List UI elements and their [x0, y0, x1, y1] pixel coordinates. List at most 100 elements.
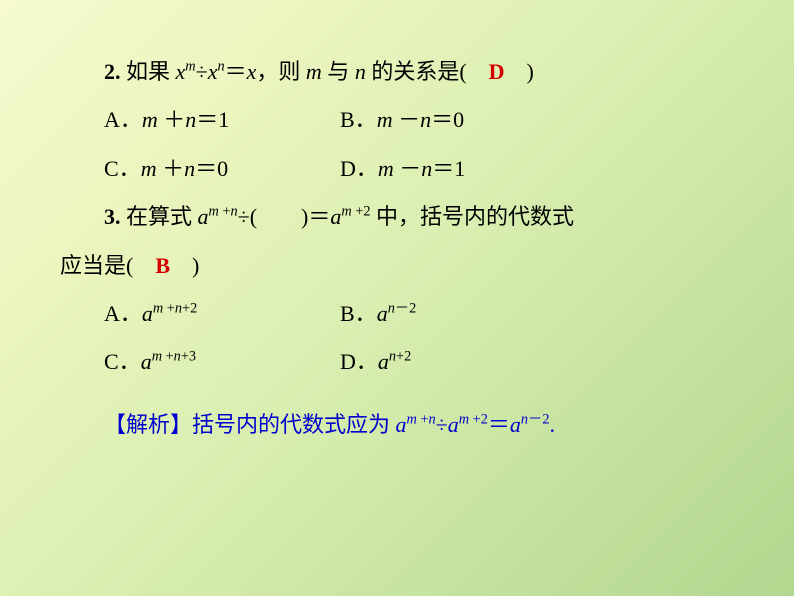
explain-prefix: 【解析】	[104, 412, 192, 437]
q2-option-c: C．m ＋n＝0	[60, 145, 340, 193]
q2-div: ÷	[196, 59, 208, 84]
ex-s1a: m	[407, 411, 417, 427]
q2-text-b: ，则	[256, 59, 306, 84]
q2-optA-eq: ＝1	[196, 107, 229, 132]
q3-text-a: 在算式	[126, 204, 198, 229]
q3-text-c: )	[170, 253, 199, 278]
q2-optC-m: m	[141, 156, 157, 181]
q3-option-b: B．an－2	[340, 290, 416, 338]
q2-optD-m: m	[378, 156, 394, 181]
q3-optA-sc: n	[175, 301, 182, 317]
q2-text-a: 如果	[126, 59, 176, 84]
q2-eq: ＝	[225, 59, 247, 84]
q2-answer: D	[489, 59, 505, 84]
q2-optB-op: －	[393, 107, 421, 132]
q2-option-b: B．m －n＝0	[340, 96, 464, 144]
q2-text-c: 与	[322, 59, 355, 84]
q3-optC-sd: +3	[181, 349, 196, 365]
ex-eq: ＝	[488, 412, 510, 437]
q2-text-d: 的关系是(	[366, 59, 489, 84]
q3-optA-sb: +	[163, 301, 175, 317]
q3-s1c: n	[230, 204, 237, 220]
q3-optB-base: a	[377, 301, 388, 326]
q3-options-row2: C．am +n+3 D．an+2	[60, 338, 734, 386]
q2-optC-eq: ＝0	[195, 156, 228, 181]
q2-optC-label: C．	[104, 156, 141, 181]
q3-div: ÷( )＝	[238, 204, 331, 229]
q3-option-a: A．am +n+2	[60, 290, 340, 338]
q3-answer: B	[155, 253, 170, 278]
explain-text-a: 括号内的代数式应为	[192, 412, 396, 437]
ex-s3b: －2	[528, 411, 549, 427]
q2-option-d: D．m －n＝1	[340, 145, 465, 193]
q3-optB-label: B．	[340, 301, 377, 326]
ex-s1c: n	[429, 411, 436, 427]
ex-a3: a	[510, 412, 521, 437]
q2-optA-op: ＋	[158, 107, 186, 132]
q3-optA-sa: m	[153, 301, 163, 317]
q3-s2b: +2	[352, 204, 371, 220]
q3-optD-sa: n	[389, 349, 396, 365]
ex-period: .	[549, 412, 555, 437]
q2-options-row2: C．m ＋n＝0 D．m －n＝1	[60, 145, 734, 193]
q3-s1b: +	[219, 204, 231, 220]
q3-option-c: C．am +n+3	[60, 338, 340, 386]
q3-optA-label: A．	[104, 301, 142, 326]
q3-optC-sa: m	[152, 349, 162, 365]
q2-n1: n	[217, 59, 224, 75]
q2-optA-m: m	[142, 107, 158, 132]
q2-optA-label: A．	[104, 107, 142, 132]
q2-optC-n: n	[184, 156, 195, 181]
ex-div: ÷	[436, 412, 448, 437]
q3-optD-label: D．	[340, 349, 378, 374]
q2-optD-label: D．	[340, 156, 378, 181]
q3-optD-base: a	[378, 349, 389, 374]
ex-s3a: n	[521, 411, 528, 427]
q2-optB-label: B．	[340, 107, 377, 132]
q2-optB-n: n	[420, 107, 431, 132]
q3-a1: a	[198, 204, 209, 229]
q2-n2: n	[355, 59, 366, 84]
q3-optC-label: C．	[104, 349, 141, 374]
q3-number: 3.	[104, 204, 121, 229]
q3-a2: a	[330, 204, 341, 229]
q2-x2: x	[208, 59, 218, 84]
q3-optB-sa: n	[388, 301, 395, 317]
q3-text-b: 中，括号内的代数式	[371, 204, 575, 229]
q2-options-row1: A．m ＋n＝1 B．m －n＝0	[60, 96, 734, 144]
ex-s2b: +2	[469, 411, 488, 427]
q2-optB-m: m	[377, 107, 393, 132]
q2-optC-op: ＋	[157, 156, 185, 181]
q3-optA-sd: +2	[182, 301, 197, 317]
question-3-wrap: 应当是( B )	[60, 242, 734, 290]
ex-s2a: m	[459, 411, 469, 427]
ex-a2: a	[448, 412, 459, 437]
q2-optD-n: n	[421, 156, 432, 181]
ex-a1: a	[396, 412, 407, 437]
slide-content: 2. 如果 xm÷xn＝x，则 m 与 n 的关系是( D ) A．m ＋n＝1…	[0, 0, 794, 469]
q2-optD-eq: ＝1	[432, 156, 465, 181]
q2-m1: m	[185, 59, 195, 75]
q3-optC-sb: +	[162, 349, 174, 365]
q2-number: 2.	[104, 59, 121, 84]
q2-m2: m	[306, 59, 322, 84]
q3-options-row1: A．am +n+2 B．an－2	[60, 290, 734, 338]
ex-s1b: +	[417, 411, 429, 427]
q3-option-d: D．an+2	[340, 338, 411, 386]
question-2: 2. 如果 xm÷xn＝x，则 m 与 n 的关系是( D )	[60, 48, 734, 96]
q2-x1: x	[176, 59, 186, 84]
q2-optA-n: n	[185, 107, 196, 132]
q2-x3: x	[247, 59, 257, 84]
q2-text-e: )	[505, 59, 534, 84]
q2-option-a: A．m ＋n＝1	[60, 96, 340, 144]
q3-optC-base: a	[141, 349, 152, 374]
q3-optD-sb: +2	[396, 349, 411, 365]
question-3: 3. 在算式 am +n÷( )＝am +2 中，括号内的代数式	[60, 193, 734, 241]
q2-optB-eq: ＝0	[431, 107, 464, 132]
explanation: 【解析】括号内的代数式应为 am +n÷am +2＝an－2.	[60, 401, 734, 449]
q3-s1a: m	[209, 204, 219, 220]
q3-optB-sb: －2	[395, 301, 416, 317]
q3-optC-sc: n	[174, 349, 181, 365]
q3-text-wrap: 应当是(	[60, 253, 155, 278]
q3-optA-base: a	[142, 301, 153, 326]
